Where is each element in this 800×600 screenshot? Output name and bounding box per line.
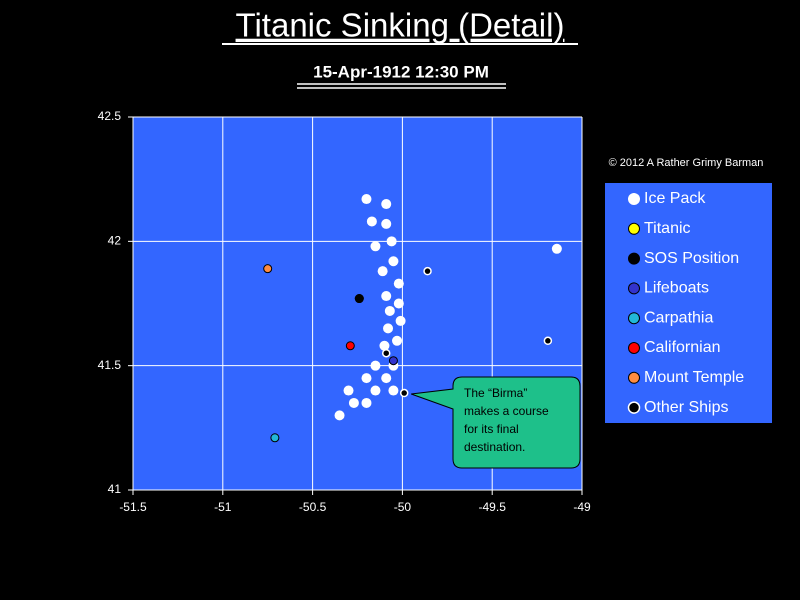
point — [381, 291, 392, 302]
point — [551, 243, 562, 254]
y-tick-label: 42 — [108, 234, 122, 248]
point — [384, 305, 395, 316]
legend-label: Other Ships — [644, 399, 728, 416]
point — [370, 241, 381, 252]
y-tick-label: 41 — [108, 482, 122, 496]
point — [423, 266, 432, 276]
x-tick-label: -50 — [394, 500, 412, 514]
legend-marker — [628, 222, 640, 235]
point — [370, 385, 381, 396]
point — [388, 385, 399, 396]
point — [379, 340, 390, 351]
annotation-text: makes a course — [464, 404, 549, 418]
point — [334, 410, 345, 421]
point — [377, 266, 388, 277]
legend-label: SOS Position — [644, 250, 739, 267]
x-tick-label: -49 — [573, 500, 591, 514]
y-tick-label: 42.5 — [98, 109, 122, 123]
legend — [605, 183, 772, 423]
x-tick-label: -51 — [214, 500, 232, 514]
legend-label: Lifeboats — [644, 280, 709, 297]
point — [399, 388, 409, 398]
point — [348, 397, 359, 408]
legend-label: Titanic — [644, 220, 691, 237]
point — [388, 356, 398, 366]
point — [361, 194, 372, 205]
point — [386, 236, 397, 247]
point — [381, 348, 391, 358]
point — [354, 294, 364, 304]
legend-marker — [628, 371, 640, 384]
point — [393, 278, 404, 289]
annotation-text: destination. — [464, 440, 525, 454]
point — [263, 264, 273, 274]
point — [381, 199, 392, 210]
point — [345, 341, 355, 351]
point — [381, 218, 392, 229]
legend-marker — [628, 252, 640, 265]
legend-label: Carpathia — [644, 309, 713, 326]
y-tick-label: 41.5 — [98, 358, 122, 372]
legend-marker — [628, 342, 640, 354]
legend-marker — [628, 193, 640, 205]
point — [366, 216, 377, 227]
point — [393, 298, 404, 309]
point — [388, 256, 399, 267]
chart-subtitle: 15-Apr-1912 12:30 PM — [313, 62, 489, 81]
legend-label: Californian — [644, 339, 720, 356]
point — [395, 315, 406, 326]
callout — [411, 376, 581, 469]
x-tick-label: -50.5 — [299, 500, 327, 514]
annotation-text: for its final — [464, 422, 519, 436]
legend-marker — [627, 401, 641, 414]
point — [370, 360, 381, 371]
annotation-text: The “Birma” — [464, 386, 527, 400]
point — [343, 385, 354, 396]
point — [392, 335, 403, 346]
point — [361, 397, 372, 408]
x-tick-label: -49.5 — [479, 500, 507, 514]
point — [361, 373, 372, 384]
point — [270, 433, 280, 443]
legend-marker — [628, 312, 640, 325]
copyright: © 2012 A Rather Grimy Barman — [609, 157, 764, 169]
legend-marker — [628, 282, 640, 295]
legend-label: Ice Pack — [644, 190, 706, 207]
point — [543, 336, 553, 346]
point — [383, 323, 394, 334]
chart-title: Titanic Sinking (Detail) — [236, 7, 565, 44]
x-tick-label: -51.5 — [119, 500, 147, 514]
point — [381, 373, 392, 384]
legend-label: Mount Temple — [644, 369, 744, 386]
